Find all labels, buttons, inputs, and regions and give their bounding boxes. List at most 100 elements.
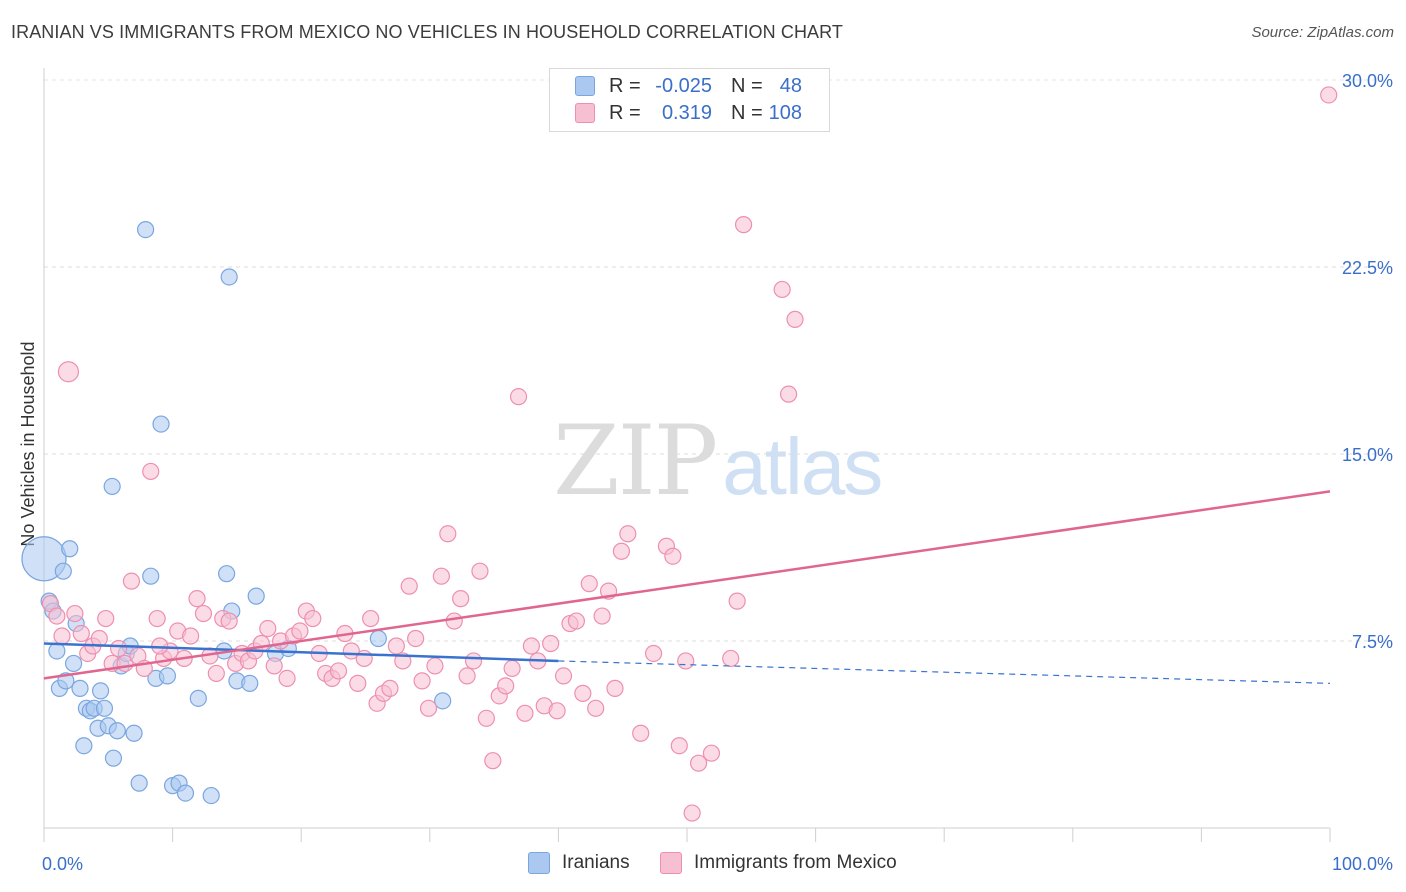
iranians-point [218,565,236,583]
mexico-point [452,590,470,608]
iranians-point [152,415,170,433]
mexico-point [477,709,495,727]
mexico-point [381,679,399,697]
series-legend: Iranians Immigrants from Mexico [0,852,1406,876]
legend-r-label: R = [609,101,641,124]
mexico-point [349,674,367,692]
iranians-point [54,562,72,580]
mexico-point [664,547,682,565]
mexico-point [689,754,708,772]
y-axis-label: No Vehicles in Household [18,341,38,546]
mexico-point [291,622,309,640]
watermark-zip: ZIP [553,405,718,517]
mexico-point [580,575,598,593]
iranians-point [48,642,66,660]
iranians-point [247,587,265,605]
mexico-point [677,652,695,670]
watermark-atlas: atlas [722,422,883,511]
mexico-point [426,657,444,675]
legend-r-value: -0.025 [655,74,712,97]
chart-title: IRANIAN VS IMMIGRANTS FROM MEXICO NO VEH… [11,22,844,42]
stats-legend: R = -0.025 N = 48 R = 0.319 N = 108 [549,68,830,132]
mexico-point [644,644,663,663]
mexico-point [259,619,277,638]
mexico-point [1320,86,1338,104]
mexico-point [48,607,66,625]
legend-label-iranians: Iranians [562,852,630,873]
mexico-point [142,462,160,481]
iranians-point [158,667,177,685]
mexico-point [148,609,166,628]
mexico-point [484,752,502,770]
iranians-point [91,682,110,700]
legend-r-label: R = [609,74,641,97]
iranians-point [108,722,126,740]
mexico-point [702,744,721,762]
mexico-point [683,804,701,822]
y-tick-label: 15.0% [1342,445,1393,465]
iranians-point [241,674,259,692]
legend-swatch-iranians [575,76,595,96]
mexico-point [252,634,270,653]
iranians-point [220,268,238,286]
mexico-point [278,669,296,688]
mexico-point [734,216,753,234]
mexico-point [670,737,688,755]
mexico-point [542,634,560,653]
mexico-point [97,609,115,628]
mexico-point [66,604,84,623]
mexico-point [509,388,528,406]
mexico-point [593,607,611,625]
iranians-point [202,786,220,805]
iranians-point [130,774,148,792]
iranians-point [104,749,123,767]
iranians-point [103,477,121,496]
legend-row-mexico: R = 0.319 N = 108 [550,100,829,126]
legend-label-mexico: Immigrants from Mexico [694,852,897,873]
mexico-point [432,567,450,585]
mexico-point [587,699,605,717]
y-tick-label: 30.0% [1342,71,1393,91]
source-label: Source: ZipAtlas.com [1251,24,1394,41]
iranians-point [64,654,83,673]
mexico-point [728,592,746,610]
iranians-point [142,567,160,585]
legend-swatch-mexico [660,852,682,874]
iranians-point [136,221,155,239]
mexico-point [522,637,540,655]
mexico-point [355,649,373,668]
legend-n-value: 108 [768,101,802,124]
mexico-point [722,649,740,668]
legend-item-mexico: Immigrants from Mexico [660,852,897,874]
mexico-point [400,577,418,595]
mexico-point [362,609,380,628]
legend-n-label: N = [731,101,763,124]
iranians-point [189,689,207,707]
mexico-point [445,612,463,630]
mexico-point [194,604,213,623]
mexico-point [619,525,637,543]
mexico-point [548,702,566,720]
mexico-point [516,704,534,722]
mexico-point [612,542,631,560]
y-tick-label: 7.5% [1352,632,1393,652]
mexico-point [304,609,322,628]
iranians-point [75,737,93,755]
mexico-point [220,612,238,630]
mexico-point [413,672,431,690]
x-tick-label: 0.0% [42,854,83,874]
mexico-point [464,652,483,670]
mexico-point [567,612,586,630]
watermark: ZIPatlas [553,405,883,517]
mexico-point [407,629,425,648]
mexico-point [554,667,573,685]
iranians-point [61,540,79,558]
mexico-point [57,361,80,383]
legend-n-value: 48 [779,74,802,97]
legend-n-label: N = [731,74,763,97]
legend-row-iranians: R = -0.025 N = 48 [550,73,829,99]
mexico-point [632,724,650,742]
mexico-point [329,662,348,680]
mexico-point [773,280,791,299]
